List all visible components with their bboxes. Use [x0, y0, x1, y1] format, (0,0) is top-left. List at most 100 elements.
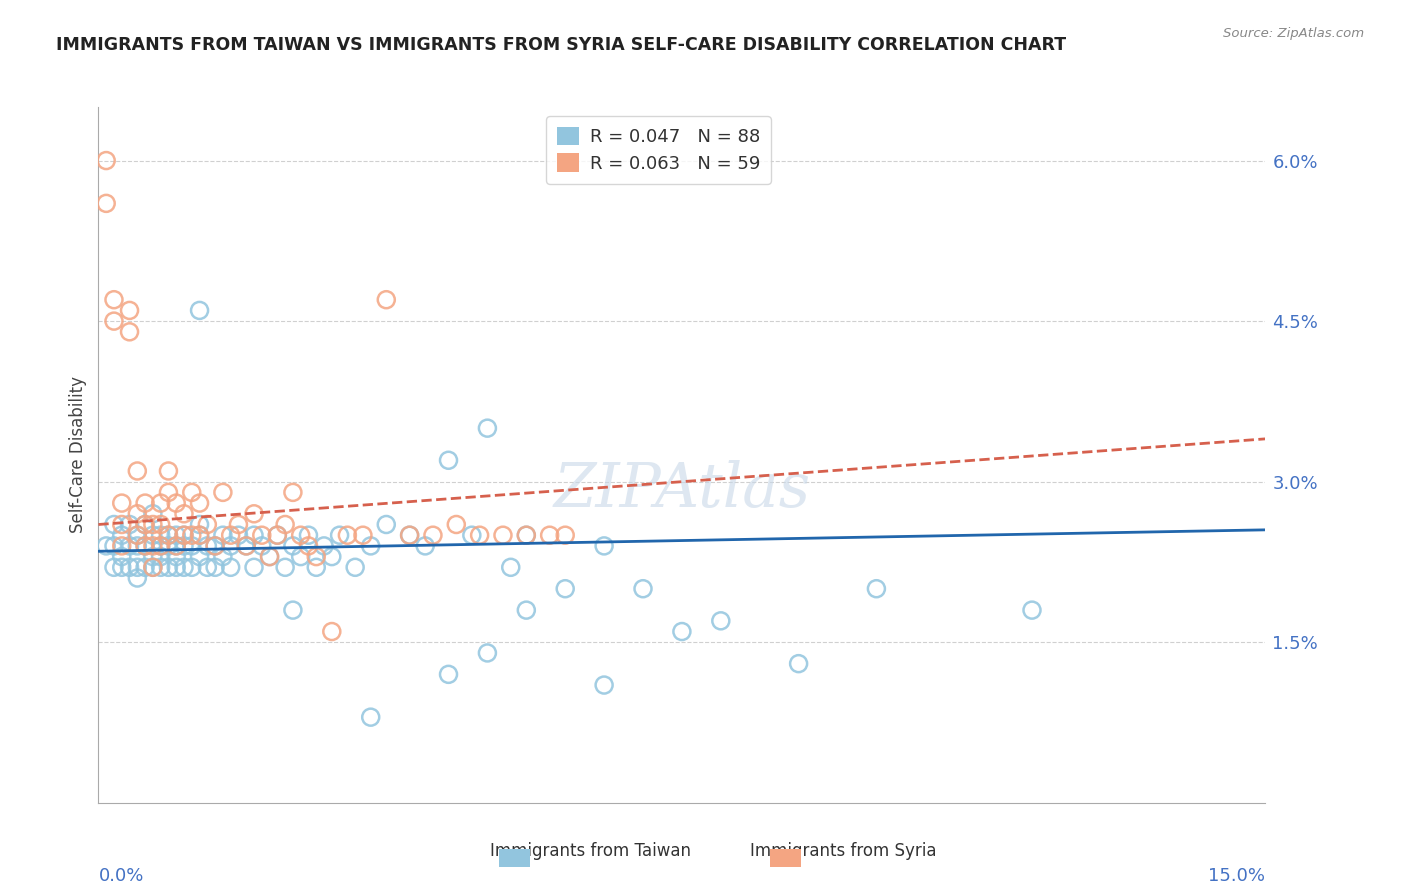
Point: [228, 517, 250, 532]
Text: Immigrants from Syria: Immigrants from Syria: [751, 842, 936, 860]
Point: [165, 496, 187, 510]
Y-axis label: Self-Care Disability: Self-Care Disability: [69, 376, 87, 533]
Point: [157, 528, 180, 542]
Point: [219, 560, 242, 574]
Point: [149, 549, 172, 564]
Point: [329, 528, 352, 542]
Point: [118, 325, 141, 339]
Point: [142, 560, 165, 574]
Point: [180, 485, 202, 500]
Point: [437, 453, 460, 467]
Point: [195, 539, 218, 553]
Point: [165, 539, 187, 553]
Point: [173, 560, 195, 574]
Point: [352, 528, 374, 542]
Point: [188, 549, 211, 564]
Point: [281, 485, 304, 500]
Point: [212, 549, 235, 564]
Point: [157, 485, 180, 500]
Point: [103, 314, 125, 328]
Point: [281, 603, 304, 617]
Point: [142, 560, 165, 574]
Point: [344, 560, 367, 574]
Point: [195, 560, 218, 574]
Point: [134, 496, 156, 510]
Point: [96, 196, 118, 211]
Text: Source: ZipAtlas.com: Source: ZipAtlas.com: [1223, 27, 1364, 40]
Point: [250, 539, 273, 553]
Point: [134, 539, 156, 553]
Point: [312, 539, 335, 553]
Point: [274, 560, 297, 574]
Point: [492, 528, 515, 542]
Point: [149, 560, 172, 574]
Point: [103, 293, 125, 307]
Point: [134, 539, 156, 553]
Point: [461, 528, 484, 542]
Point: [593, 678, 616, 692]
Point: [157, 539, 180, 553]
Point: [173, 528, 195, 542]
Point: [398, 528, 420, 542]
Point: [157, 464, 180, 478]
Point: [142, 507, 165, 521]
Point: [259, 549, 281, 564]
Point: [375, 517, 398, 532]
Point: [538, 528, 561, 542]
Point: [413, 539, 436, 553]
Point: [554, 582, 576, 596]
Point: [188, 303, 211, 318]
Point: [111, 496, 134, 510]
Point: [1021, 603, 1043, 617]
Point: [180, 528, 202, 542]
Point: [422, 528, 444, 542]
Point: [321, 624, 343, 639]
Point: [212, 485, 235, 500]
Point: [593, 539, 616, 553]
Point: [96, 153, 118, 168]
Text: 0.0%: 0.0%: [98, 867, 143, 885]
Point: [142, 517, 165, 532]
Text: Immigrants from Taiwan: Immigrants from Taiwan: [491, 842, 690, 860]
Point: [127, 464, 149, 478]
Point: [204, 539, 226, 553]
Point: [111, 549, 134, 564]
Point: [149, 496, 172, 510]
Point: [336, 528, 359, 542]
Point: [297, 528, 319, 542]
Point: [149, 539, 172, 553]
Point: [865, 582, 887, 596]
Point: [219, 539, 242, 553]
Text: ZIPAtlas: ZIPAtlas: [554, 459, 810, 520]
Point: [281, 539, 304, 553]
Point: [274, 517, 297, 532]
Point: [243, 560, 266, 574]
Point: [219, 528, 242, 542]
Point: [266, 528, 288, 542]
Point: [103, 539, 125, 553]
Point: [111, 560, 134, 574]
Text: 15.0%: 15.0%: [1208, 867, 1265, 885]
Point: [235, 539, 257, 553]
Point: [499, 560, 522, 574]
Point: [188, 517, 211, 532]
Point: [149, 539, 172, 553]
Point: [127, 560, 149, 574]
Point: [243, 528, 266, 542]
Point: [554, 528, 576, 542]
Point: [204, 560, 226, 574]
Point: [134, 517, 156, 532]
Point: [180, 539, 202, 553]
Point: [149, 517, 172, 532]
Point: [305, 560, 328, 574]
Point: [180, 560, 202, 574]
Point: [127, 571, 149, 585]
Point: [250, 528, 273, 542]
Point: [671, 624, 693, 639]
Point: [134, 560, 156, 574]
Point: [118, 539, 141, 553]
Point: [259, 549, 281, 564]
Point: [118, 560, 141, 574]
Point: [173, 539, 195, 553]
Point: [165, 528, 187, 542]
